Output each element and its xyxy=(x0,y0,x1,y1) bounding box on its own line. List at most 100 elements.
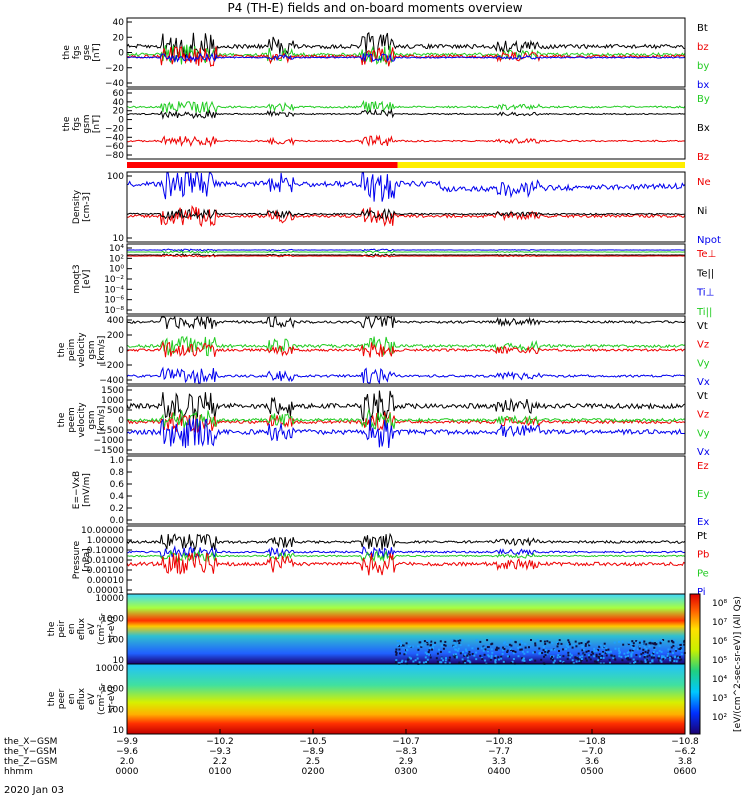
ylabel-peem_velocity-1: peem xyxy=(67,407,77,433)
legend-density-0: Ne xyxy=(697,177,711,188)
colorbar-tick-3: 10⁵ xyxy=(712,656,727,666)
xaxis-y-1: −9.3 xyxy=(209,747,231,757)
ytick-peem_velocity-1: 1000 xyxy=(101,396,124,406)
ylabel-fgs_gse-3: [nT] xyxy=(92,43,102,61)
xaxis-y-6: −6.2 xyxy=(674,747,696,757)
xaxis-z-5: 3.6 xyxy=(585,757,600,767)
series-Ne xyxy=(126,204,686,228)
legend-temperature-0: Te⊥ xyxy=(696,249,716,260)
ytick-peem_velocity-2: 500 xyxy=(107,406,124,416)
ytick-pressure-5: 0.00010 xyxy=(87,576,124,586)
xaxis-z-0: 2.0 xyxy=(120,757,135,767)
series-bz xyxy=(126,45,686,67)
series-Bz xyxy=(127,134,686,148)
legend-fgs_gse-1: bz xyxy=(697,42,709,53)
series-Te-perp xyxy=(127,254,686,258)
legend-fgs_gsm-1: Bx xyxy=(697,123,710,134)
ytick-efield-1: 0.8 xyxy=(110,468,125,478)
ytick-temperature-3: 10⁻² xyxy=(104,275,124,285)
ylabel-peir_spec-1: peir xyxy=(57,620,67,638)
series-Pi xyxy=(126,545,686,559)
colorbar xyxy=(689,593,701,735)
xaxis-t-5: 0500 xyxy=(581,767,604,777)
series-Ti-perp xyxy=(127,248,685,252)
ytick-peer_spec-0: 10000 xyxy=(95,664,124,674)
ylabel-efield-1: [mV/m] xyxy=(82,473,92,507)
series-peem-Vy xyxy=(126,408,686,430)
ytick-fgs_gsm-4: −20 xyxy=(105,124,124,134)
ytick-pressure-1: 1.00000 xyxy=(87,536,124,546)
series-peem-Vt xyxy=(126,390,686,422)
xaxis-row-label-1: the_Y−GSM xyxy=(4,747,57,757)
ylabel-fgs_gsm-0: the xyxy=(62,116,72,131)
ylabel-peim_velocity-0: the xyxy=(57,342,67,357)
ylabel-density-0: Density xyxy=(72,189,82,224)
legend-density-2: Npot xyxy=(697,235,721,246)
ylabel-peir_spec-0: the xyxy=(47,621,57,636)
legend-density-1: Ni xyxy=(697,206,707,217)
ylabel-fgs_gse-2: gse xyxy=(82,44,92,60)
xaxis-t-3: 0300 xyxy=(395,767,418,777)
legend-temperature-1: Te|| xyxy=(696,268,714,279)
ylabel-pressure-0: Pressure xyxy=(72,540,82,579)
series-peim-Vy xyxy=(126,335,686,357)
xaxis-row-label-3: hhmm xyxy=(4,767,33,777)
ylabel-peer_spec-6: sr-eV) xyxy=(107,686,117,712)
ylabel-peir_spec-5: (cm²-s- xyxy=(97,613,107,645)
legend-fgs_gsm-2: Bz xyxy=(697,152,709,163)
legend-pressure-2: Pe xyxy=(697,568,709,579)
panel-frame-4 xyxy=(126,315,686,385)
xaxis-t-4: 0400 xyxy=(488,767,511,777)
legend-peim_velocity-2: Vy xyxy=(697,358,710,369)
series-Ni xyxy=(126,208,686,221)
ytick-peer_spec-3: 10 xyxy=(113,726,125,736)
panel-frame-0 xyxy=(126,17,686,88)
legend-temperature-2: Ti⊥ xyxy=(696,288,714,299)
ytick-peir_spec-2: 100 xyxy=(107,635,124,645)
ytick-efield-4: 0.2 xyxy=(110,504,124,514)
ytick-fgs_gsm-0: 60 xyxy=(113,89,125,99)
ytick-peim_velocity-0: 400 xyxy=(107,316,124,326)
ytick-peir_spec-1: 1000 xyxy=(101,615,124,625)
legend-fgs_gse-2: by xyxy=(697,61,709,72)
ylabel-temperature-1: [eV] xyxy=(82,270,92,289)
ylabel-peem_velocity-2: velocity xyxy=(77,402,87,438)
legend-peim_velocity-3: Vx xyxy=(697,377,710,388)
ylabel-peim_velocity-4: [km/s] xyxy=(97,336,107,365)
panel-frame-3 xyxy=(126,243,686,315)
xaxis-row-label-0: the_X−GSM xyxy=(4,737,57,747)
ytick-peem_velocity-6: −1500 xyxy=(94,446,125,456)
legend-peim_velocity-0: Vt xyxy=(697,321,708,332)
legend-efield-0: Ez xyxy=(697,461,709,472)
xaxis-z-1: 2.2 xyxy=(213,757,227,767)
xaxis-t-2: 0200 xyxy=(302,767,325,777)
ylabel-peim_velocity-1: peim xyxy=(67,339,77,362)
colorbar-tick-2: 10⁶ xyxy=(712,637,727,647)
ytick-peir_spec-0: 10000 xyxy=(95,594,124,604)
legend-temperature-3: Ti|| xyxy=(696,307,712,318)
series-Pe xyxy=(126,549,686,563)
ytick-peem_velocity-5: −1000 xyxy=(94,436,125,446)
legend-fgs_gsm-0: By xyxy=(697,94,710,105)
ytick-temperature-2: 10⁰ xyxy=(109,265,124,275)
series-by xyxy=(126,44,686,65)
series-peim-Vx xyxy=(126,366,686,385)
ytick-pressure-2: 0.10000 xyxy=(87,546,124,556)
ytick-temperature-0: 10⁴ xyxy=(109,244,124,254)
ylabel-pressure-1: [nPa] xyxy=(82,548,92,571)
ylabel-peir_spec-2: en xyxy=(67,623,77,634)
ylabel-fgs_gse-0: the xyxy=(62,45,72,60)
ytick-fgs_gse-2: 0 xyxy=(118,49,124,59)
legend-efield-1: Ey xyxy=(697,489,709,500)
ylabel-peer_spec-0: the xyxy=(47,691,57,706)
spectrogram-peer xyxy=(127,664,685,734)
mode-bar-yellow xyxy=(397,162,685,168)
ytick-peer_spec-1: 1000 xyxy=(101,685,124,695)
xaxis-t-0: 0000 xyxy=(116,767,139,777)
ylabel-peir_spec-6: sr-eV) xyxy=(107,616,117,642)
series-peem-Vz xyxy=(126,412,686,434)
ylabel-fgs_gsm-2: gsm xyxy=(82,114,92,133)
series-Bt xyxy=(126,31,686,62)
ylabel-peim_velocity-3: gsm xyxy=(87,340,97,359)
